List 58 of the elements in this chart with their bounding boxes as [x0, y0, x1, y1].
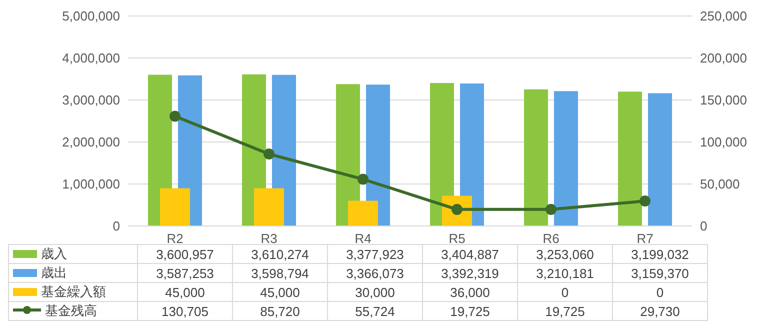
point — [358, 174, 368, 185]
data-label: 3,610,274 — [232, 244, 328, 264]
bar — [524, 89, 548, 226]
data-label: 3,210,181 — [518, 264, 612, 282]
data-label: 3,600,957 — [138, 244, 232, 264]
data-label: 45,000 — [232, 282, 328, 302]
data-label: 30,000 — [328, 282, 422, 302]
y-tick-label: 5,000,000 — [62, 8, 120, 24]
legend-label: 歳入 — [41, 246, 67, 261]
data-label: 130,705 — [138, 302, 232, 320]
x-tick-label: R4 — [354, 231, 372, 246]
legend-label: 歳出 — [41, 265, 67, 280]
point — [546, 204, 556, 215]
data-label: 3,159,370 — [612, 264, 708, 282]
data-label: 3,587,253 — [138, 264, 232, 282]
x-tick-label: R2 — [166, 231, 184, 246]
point — [640, 196, 650, 207]
y-tick-label: 2,000,000 — [62, 134, 120, 150]
y2-tick-label: 0 — [700, 218, 708, 234]
y-tick-label: 0 — [112, 218, 120, 234]
data-label: 3,392,319 — [422, 264, 518, 282]
data-label: 3,377,923 — [328, 244, 422, 264]
data-label: 45,000 — [138, 282, 232, 302]
bar — [254, 188, 284, 226]
data-label: 19,725 — [518, 302, 612, 320]
y2-tick-label: 250,000 — [700, 8, 747, 24]
y2-tick-label: 200,000 — [700, 50, 747, 66]
data-label: 3,404,887 — [422, 244, 518, 264]
data-label: 85,720 — [232, 302, 328, 320]
legend-label: 基金残高 — [45, 303, 97, 318]
data-label: 3,598,794 — [232, 264, 328, 282]
data-label: 29,730 — [612, 302, 708, 320]
point — [170, 110, 180, 122]
y-tick-label: 1,000,000 — [62, 176, 120, 192]
y2-tick-label: 50,000 — [700, 176, 740, 192]
y2-tick-label: 100,000 — [700, 134, 747, 150]
data-label: 3,253,060 — [518, 244, 612, 264]
data-label: 36,000 — [422, 282, 518, 302]
data-label: 3,199,032 — [612, 244, 708, 264]
bar — [348, 200, 378, 226]
x-tick-label: R7 — [636, 231, 654, 246]
y-tick-label: 4,000,000 — [62, 50, 120, 66]
bar — [554, 91, 578, 226]
y-tick-label: 3,000,000 — [62, 92, 120, 108]
data-label: 0 — [518, 282, 612, 302]
x-tick-label: R6 — [542, 231, 560, 246]
data-label: 55,724 — [328, 302, 422, 320]
data-label: 19,725 — [422, 302, 518, 320]
x-tick-label: R3 — [260, 231, 278, 246]
data-label: 0 — [612, 282, 708, 302]
data-label: 3,366,073 — [328, 264, 422, 282]
bar — [618, 92, 642, 226]
bar — [648, 93, 672, 226]
bar — [160, 188, 190, 226]
legend-label: 基金繰入額 — [41, 284, 106, 299]
x-tick-label: R5 — [448, 231, 466, 246]
point — [264, 148, 274, 160]
y2-tick-label: 150,000 — [700, 92, 747, 108]
